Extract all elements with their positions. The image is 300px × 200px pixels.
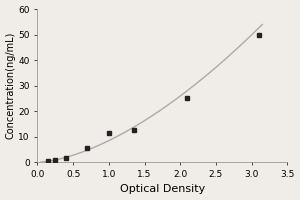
X-axis label: Optical Density: Optical Density [120,184,205,194]
Y-axis label: Concentration(ng/mL): Concentration(ng/mL) [6,32,16,139]
